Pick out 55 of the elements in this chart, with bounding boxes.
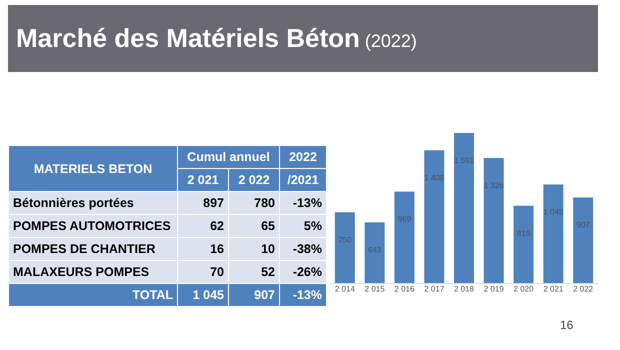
text: 62 [178,214,228,238]
bar [454,133,474,283]
x-tick-label: 2 020 [514,284,534,294]
bar [364,222,385,283]
x-tick-label: 2 018 [454,284,475,294]
data-label: 1 591 [454,156,475,165]
data-label: 750 [338,235,352,244]
x-tick-label: 2 015 [364,284,386,294]
text: 907 [228,284,280,306]
x-tick-label: 2 021 [543,284,564,294]
bar [334,212,355,283]
x-tick-label: 2 016 [394,284,415,294]
bar [543,184,564,283]
text: MATERIELS BETON [8,146,178,192]
text: -13% [280,192,326,214]
data-label: 643 [368,245,382,254]
text: -38% [280,238,326,260]
text: 10 [228,238,280,260]
x-tick-label: 2 017 [424,284,445,294]
data-label: 819 [516,228,531,238]
text: /2021 [280,168,326,192]
bar [394,192,414,283]
bar [484,158,504,283]
text: -26% [280,260,326,284]
data-label: 907 [576,220,590,230]
data-label: 1 045 [543,207,564,216]
bar [424,150,444,283]
x-tick-label: 2 022 [573,284,594,294]
text: 16 [560,318,574,332]
text: 2 021 [178,168,228,192]
text: Cumul annuel [178,146,280,168]
bar [514,206,534,283]
text: 65 [228,214,280,238]
x-tick-label: 2 014 [334,284,356,294]
text: TOTAL [8,284,178,306]
text: 52 [228,260,280,284]
data-label: 1 326 [484,180,504,190]
data-label: 1 408 [424,173,445,182]
text: 780 [228,192,280,214]
text: 1 045 [178,284,228,306]
bar [573,197,594,283]
text: 2022 [280,146,326,168]
text: POMPES AUTOMOTRICES [8,214,178,238]
text: 2 022 [228,168,280,192]
text: MALAXEURS POMPES [8,260,178,284]
text: Marché des Matériels Béton (2022) [16,23,417,54]
text: -13% [280,284,326,306]
text: 70 [178,260,228,284]
text: 5% [280,214,326,238]
text: 16 [178,238,228,260]
data-label: 969 [398,214,412,224]
text: 897 [178,192,228,214]
text: POMPES DE CHANTIER [8,238,178,260]
text: Bétonnières portées [8,192,178,214]
x-tick-label: 2 019 [484,284,504,294]
